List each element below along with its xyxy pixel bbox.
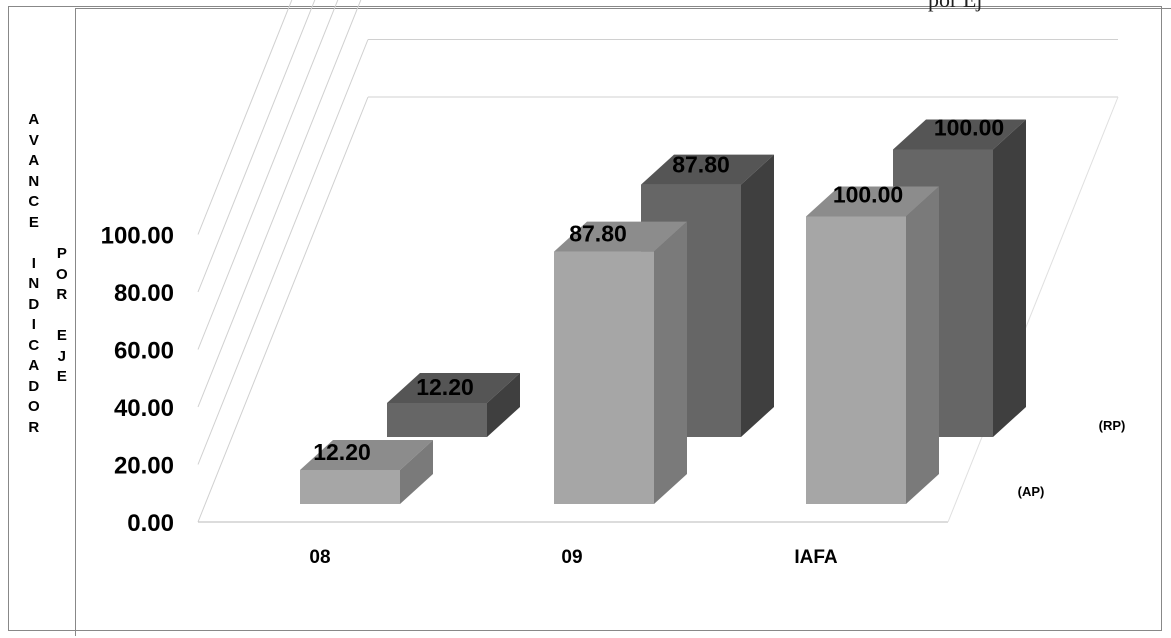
bar-side-face: [400, 440, 433, 504]
gridline-side: [197, 39, 369, 465]
bar-side-face: [487, 373, 520, 437]
data-label: 12.20: [416, 374, 474, 400]
gridline-side: [197, 0, 362, 408]
y-axis-label-secondary-letter: J: [57, 347, 66, 365]
data-label: 87.80: [569, 221, 627, 247]
y-axis-label-primary-letter: R: [28, 418, 40, 436]
bar-side-face: [993, 119, 1026, 437]
y-axis-label-primary-letter: O: [28, 398, 40, 415]
data-label: 100.00: [833, 182, 903, 208]
bar-top-face: [554, 221, 687, 252]
gridline-side: [197, 0, 293, 235]
y-axis-label-primary-letter: A: [28, 111, 40, 128]
y-axis-label-primary-letter: N: [28, 275, 40, 292]
y-axis-label-primary-letter: D: [28, 377, 40, 395]
bar-side-face: [906, 186, 939, 504]
y-axis-label-secondary-letter: O: [56, 265, 68, 283]
y-axis-label-primary-letter: C: [28, 336, 40, 354]
gridline-side: [197, 96, 369, 523]
x-tick-label: 09: [561, 547, 582, 568]
bar-rp-08: [387, 403, 487, 437]
y-axis-label-primary-letter: A: [28, 152, 40, 169]
legend-rp: (RP): [1099, 418, 1126, 433]
y-axis-label-primary-letter: V: [28, 131, 39, 149]
floor-right-edge: [947, 96, 1119, 523]
y-tick-label: 80.00: [114, 280, 174, 307]
gridline-side: [197, 0, 316, 293]
bar-top-face: [641, 154, 774, 185]
bar-top-face: [806, 186, 939, 217]
plot-frame: [75, 8, 1171, 636]
bar-side-face: [741, 154, 774, 437]
y-axis-label-primary-letter: E: [28, 213, 39, 231]
y-axis-label-secondary-letter: R: [56, 286, 68, 303]
legend-ap: (AP): [1018, 484, 1045, 499]
chart-frame: [8, 6, 1162, 631]
y-tick-label: 100.00: [101, 223, 174, 250]
y-axis-label-primary-letter: C: [28, 193, 40, 210]
bar-top-face: [300, 440, 433, 470]
y-axis-label-secondary-letter: E: [56, 327, 67, 344]
data-label: 12.20: [313, 439, 371, 465]
y-axis-label-primary-letter: A: [28, 357, 40, 374]
data-label: 87.80: [672, 152, 730, 178]
y-axis-label-primary-letter: I: [31, 316, 36, 333]
y-tick-label: 20.00: [114, 453, 174, 480]
bar-top-face: [387, 373, 520, 403]
bar-side-face: [654, 221, 687, 504]
data-label: 100.00: [934, 115, 1004, 141]
cropped-heading: por Ej: [928, 0, 982, 13]
x-tick-label: 08: [309, 547, 330, 568]
gridline-side: [197, 0, 339, 350]
y-axis-label-primary-letter: I: [31, 254, 36, 272]
y-tick-label: 40.00: [114, 395, 174, 422]
y-tick-label: 0.00: [127, 510, 174, 537]
bar-ap-08: [300, 470, 400, 504]
bar-top-face: [893, 119, 1026, 150]
bar-ap-09: [554, 251, 654, 504]
y-axis-label-primary-letter: D: [28, 295, 40, 313]
y-axis-label-secondary-letter: P: [56, 245, 67, 262]
y-axis-label-secondary-letter: E: [56, 368, 67, 385]
y-tick-label: 60.00: [114, 338, 174, 365]
bar-ap-IAFA: [806, 216, 906, 504]
y-axis-label-primary-letter: N: [28, 172, 40, 190]
x-tick-label: IAFA: [794, 547, 838, 568]
